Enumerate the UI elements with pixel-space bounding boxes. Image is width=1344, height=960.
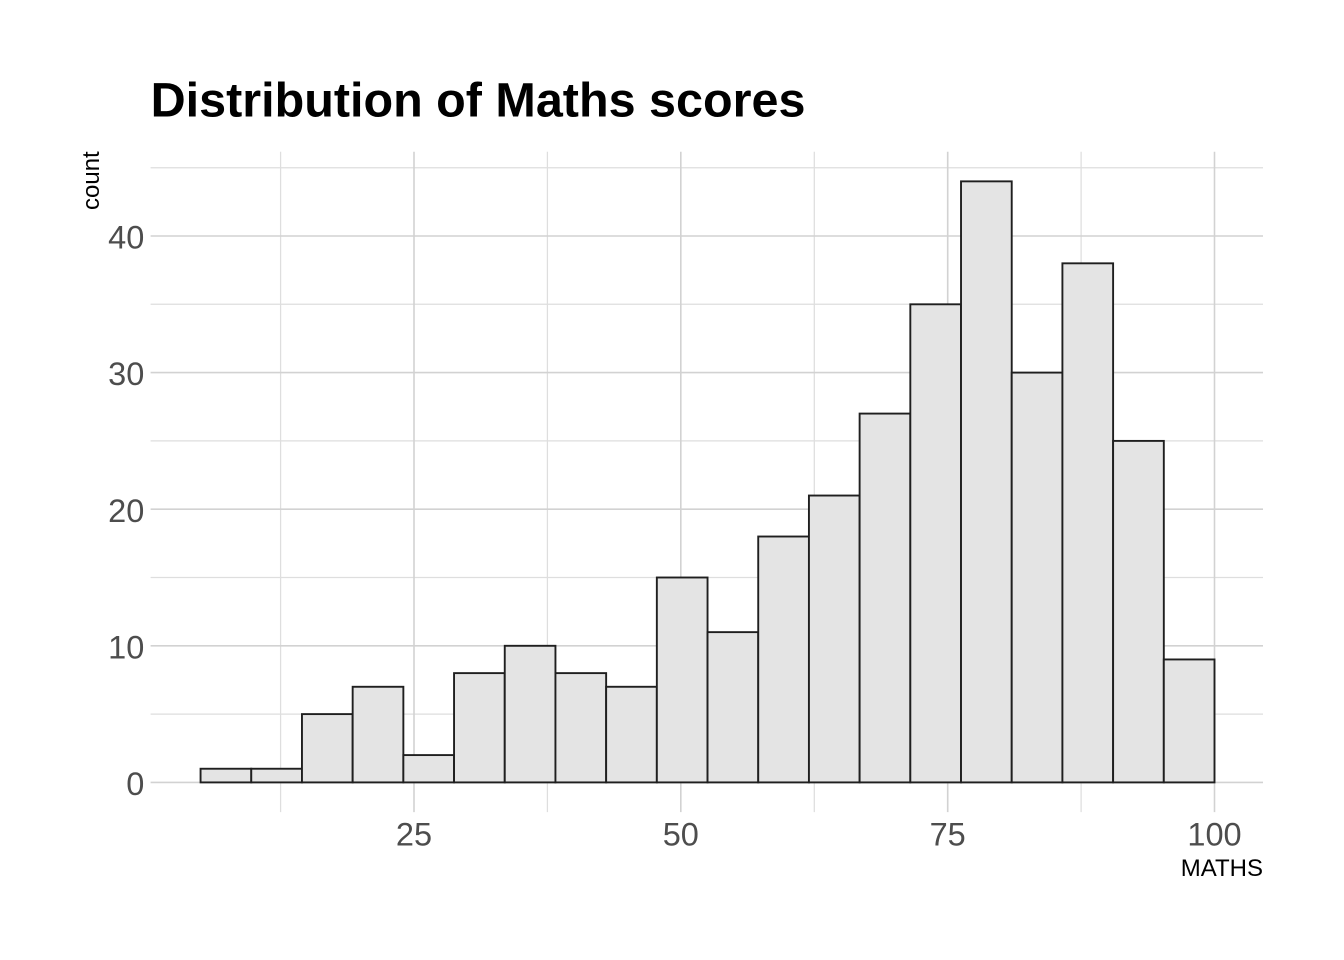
- svg-text:50: 50: [663, 816, 699, 852]
- svg-text:25: 25: [396, 816, 432, 852]
- svg-text:20: 20: [108, 493, 144, 529]
- svg-text:30: 30: [108, 356, 144, 392]
- svg-text:MATHS: MATHS: [1181, 855, 1263, 882]
- svg-text:10: 10: [108, 629, 144, 665]
- svg-text:40: 40: [108, 220, 144, 256]
- svg-text:0: 0: [126, 766, 144, 802]
- svg-text:Distribution of Maths scores: Distribution of Maths scores: [151, 73, 806, 127]
- svg-text:100: 100: [1187, 816, 1241, 852]
- svg-text:count: count: [78, 151, 105, 210]
- svg-text:75: 75: [930, 816, 966, 852]
